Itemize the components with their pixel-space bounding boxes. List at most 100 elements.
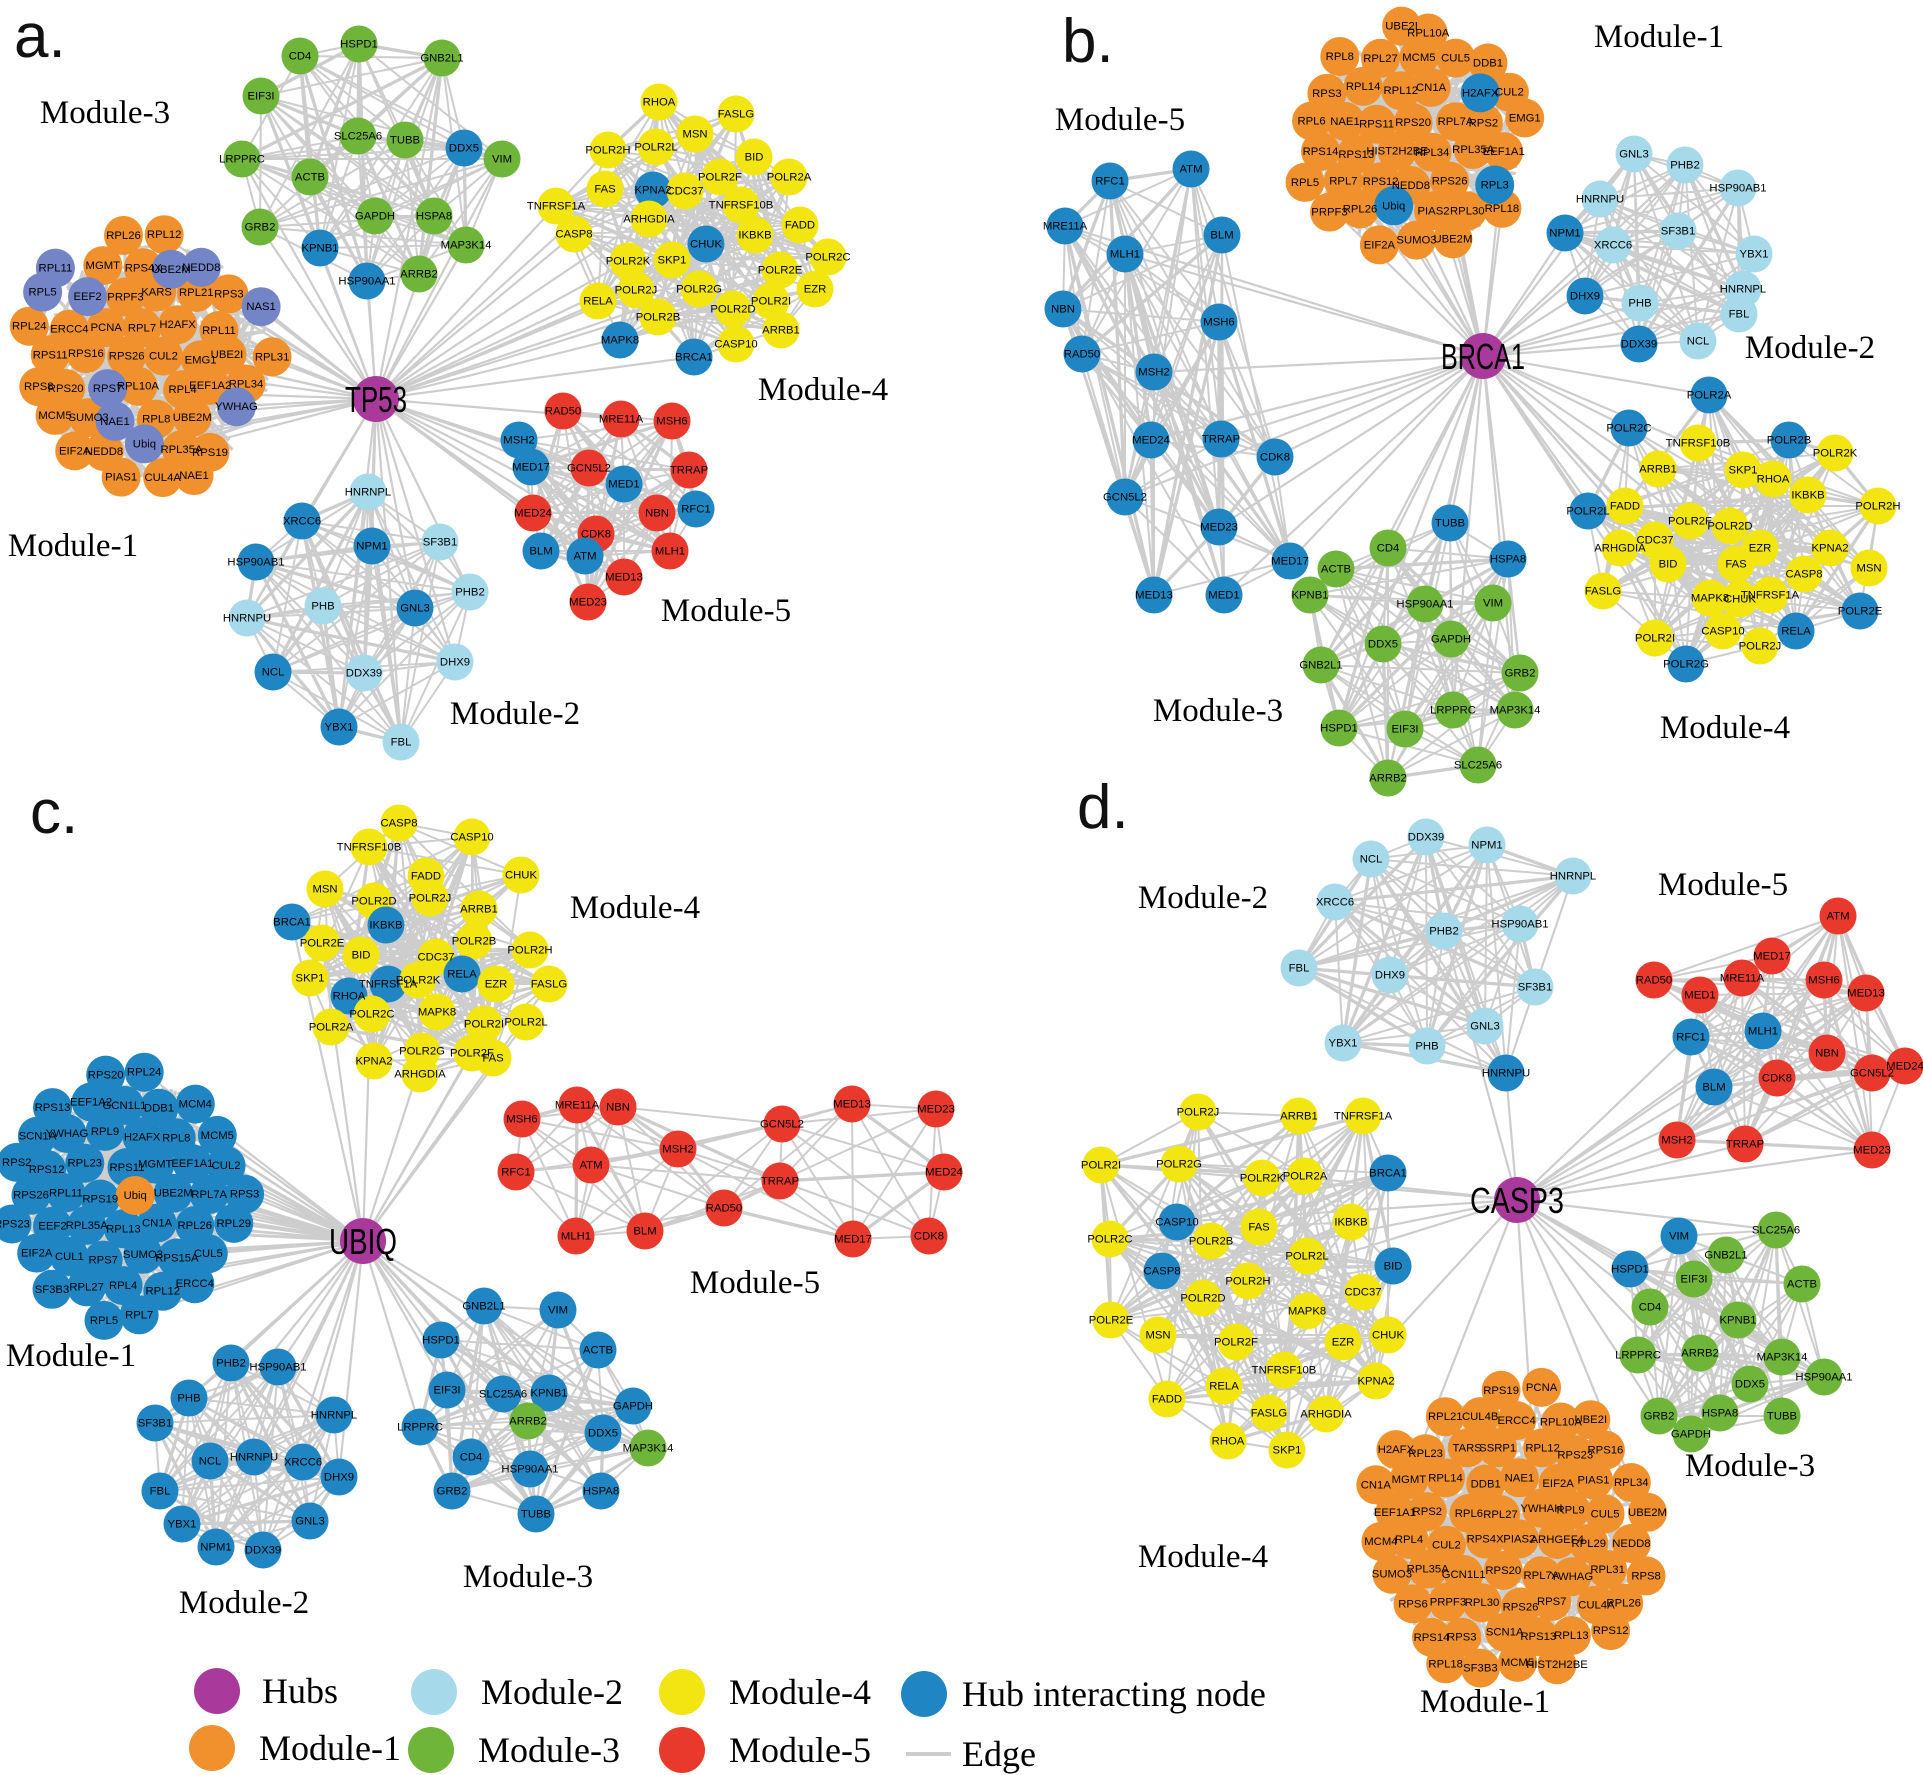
- svg-text:SF3B3: SF3B3: [35, 1284, 70, 1296]
- svg-text:RPL7: RPL7: [125, 1309, 153, 1321]
- svg-text:HIST2H2BE: HIST2H2BE: [1366, 146, 1428, 158]
- svg-text:MSN: MSN: [312, 884, 337, 896]
- svg-text:H2AFX: H2AFX: [1462, 87, 1499, 99]
- svg-text:CASP10: CASP10: [714, 339, 757, 351]
- svg-text:RPL21: RPL21: [1428, 1411, 1463, 1423]
- svg-text:RPS7: RPS7: [88, 1255, 118, 1267]
- svg-text:PHB2: PHB2: [1670, 160, 1700, 172]
- svg-text:BLM: BLM: [1702, 1082, 1725, 1094]
- svg-text:H2AFX: H2AFX: [1378, 1444, 1415, 1456]
- svg-text:GRB2: GRB2: [1644, 1411, 1675, 1423]
- svg-text:MED17: MED17: [1271, 556, 1309, 568]
- svg-text:ARHGDIA: ARHGDIA: [623, 214, 675, 226]
- svg-text:LRPPRC: LRPPRC: [1430, 705, 1476, 717]
- svg-text:TUBB: TUBB: [390, 135, 420, 147]
- svg-text:NPM1: NPM1: [356, 541, 387, 553]
- svg-text:SLC25A6: SLC25A6: [1454, 760, 1502, 772]
- svg-text:BRCA1: BRCA1: [1369, 1168, 1407, 1180]
- svg-text:b.: b.: [1062, 7, 1114, 76]
- svg-text:POLR2E: POLR2E: [1838, 606, 1883, 618]
- svg-text:RPS6: RPS6: [1398, 1598, 1428, 1610]
- svg-text:SUMO3: SUMO3: [1372, 1569, 1412, 1581]
- svg-text:RPS19: RPS19: [192, 447, 228, 459]
- svg-text:RPL7: RPL7: [128, 322, 156, 334]
- svg-text:Module-1: Module-1: [6, 1338, 136, 1374]
- svg-text:ARHGDIA: ARHGDIA: [1594, 543, 1646, 555]
- svg-text:Hub interacting node: Hub interacting node: [962, 1674, 1266, 1714]
- svg-text:POLR2L: POLR2L: [1566, 506, 1609, 518]
- svg-text:ATM: ATM: [579, 1160, 602, 1172]
- svg-text:DDX39: DDX39: [1621, 339, 1657, 351]
- svg-text:PHB2: PHB2: [216, 1358, 246, 1370]
- svg-text:Module-2: Module-2: [1745, 330, 1875, 366]
- svg-text:EEF2: EEF2: [73, 291, 101, 303]
- svg-text:HIST2H2BE: HIST2H2BE: [1526, 1659, 1588, 1671]
- svg-text:CN1A: CN1A: [1361, 1479, 1392, 1491]
- svg-text:LRPPRC: LRPPRC: [397, 1422, 443, 1434]
- svg-text:HNRNPU: HNRNPU: [1482, 1068, 1530, 1080]
- svg-text:HNRNPL: HNRNPL: [1720, 284, 1766, 296]
- svg-text:RPS14: RPS14: [1303, 146, 1339, 158]
- svg-text:UBE2M: UBE2M: [152, 264, 191, 276]
- svg-text:CDK8: CDK8: [914, 1231, 944, 1243]
- svg-text:FAS: FAS: [1248, 1222, 1270, 1234]
- svg-text:GRB2: GRB2: [245, 222, 276, 234]
- svg-text:NCL: NCL: [1360, 854, 1383, 866]
- svg-text:TUBB: TUBB: [1767, 1411, 1797, 1423]
- svg-text:UBE2I: UBE2I: [1385, 21, 1418, 33]
- svg-text:RPL26: RPL26: [178, 1220, 213, 1232]
- svg-text:TNFRSF1A: TNFRSF1A: [359, 979, 418, 991]
- svg-text:MED13: MED13: [605, 572, 643, 584]
- svg-text:SCN1A: SCN1A: [19, 1131, 57, 1143]
- svg-text:RPL7A: RPL7A: [191, 1189, 227, 1201]
- svg-text:POLR2G: POLR2G: [1663, 659, 1709, 671]
- svg-text:GRB2: GRB2: [437, 1486, 468, 1498]
- svg-text:RPL26: RPL26: [1606, 1598, 1641, 1610]
- svg-text:VIM: VIM: [548, 1305, 568, 1317]
- svg-text:PRPF3: PRPF3: [1311, 207, 1347, 219]
- svg-text:HSP90AA1: HSP90AA1: [1795, 1372, 1852, 1384]
- svg-text:RPL23: RPL23: [68, 1158, 103, 1170]
- svg-text:CDC37: CDC37: [1636, 535, 1673, 547]
- svg-text:CASP10: CASP10: [1155, 1217, 1198, 1229]
- svg-text:SF3B1: SF3B1: [1518, 982, 1553, 994]
- svg-text:KPNA2: KPNA2: [355, 1056, 392, 1068]
- svg-text:MED17: MED17: [512, 462, 550, 474]
- svg-text:RPL13: RPL13: [1554, 1630, 1589, 1642]
- svg-text:HSP90AA1: HSP90AA1: [501, 1464, 558, 1476]
- svg-text:RPL24: RPL24: [127, 1067, 162, 1079]
- svg-text:RPL3: RPL3: [1481, 180, 1509, 192]
- svg-text:KARS: KARS: [141, 287, 172, 299]
- svg-text:SKP1: SKP1: [1273, 1445, 1302, 1457]
- svg-text:HSP90AB1: HSP90AB1: [1491, 919, 1548, 931]
- svg-text:RPL6: RPL6: [1455, 1508, 1483, 1520]
- svg-text:GCN5L2: GCN5L2: [1103, 492, 1147, 504]
- svg-text:CUL5: CUL5: [1591, 1509, 1620, 1521]
- svg-text:RPL27: RPL27: [1363, 53, 1398, 65]
- svg-text:POLR2E: POLR2E: [758, 265, 803, 277]
- svg-text:MED23: MED23: [1200, 522, 1238, 534]
- svg-text:NCL: NCL: [199, 1456, 222, 1468]
- svg-text:RELA: RELA: [1209, 1381, 1239, 1393]
- svg-text:RPS13: RPS13: [1338, 149, 1374, 161]
- svg-text:POLR2B: POLR2B: [636, 312, 681, 324]
- svg-text:RPL18: RPL18: [1485, 203, 1520, 215]
- svg-text:RPL24: RPL24: [12, 321, 47, 333]
- svg-text:Module-3: Module-3: [463, 1559, 593, 1595]
- svg-text:POLR2K: POLR2K: [1813, 448, 1858, 460]
- svg-text:TP53: TP53: [345, 379, 407, 420]
- svg-text:BLM: BLM: [633, 1226, 656, 1238]
- svg-text:SKP1: SKP1: [1729, 465, 1758, 477]
- svg-text:RPL10A: RPL10A: [1407, 28, 1450, 40]
- svg-text:RPL34: RPL34: [1614, 1477, 1649, 1489]
- svg-text:POLR2D: POLR2D: [1707, 521, 1752, 533]
- svg-text:CN1A: CN1A: [142, 1218, 173, 1230]
- svg-text:RPL8: RPL8: [162, 1132, 190, 1144]
- svg-text:HNRNPL: HNRNPL: [311, 1410, 357, 1422]
- svg-text:CHUK: CHUK: [690, 239, 722, 251]
- svg-text:RPS12: RPS12: [1363, 176, 1399, 188]
- svg-text:ATM: ATM: [1826, 911, 1849, 923]
- svg-text:RPL35A: RPL35A: [66, 1220, 109, 1232]
- svg-text:RPL5: RPL5: [1291, 177, 1319, 189]
- svg-text:POLR2C: POLR2C: [349, 1009, 394, 1021]
